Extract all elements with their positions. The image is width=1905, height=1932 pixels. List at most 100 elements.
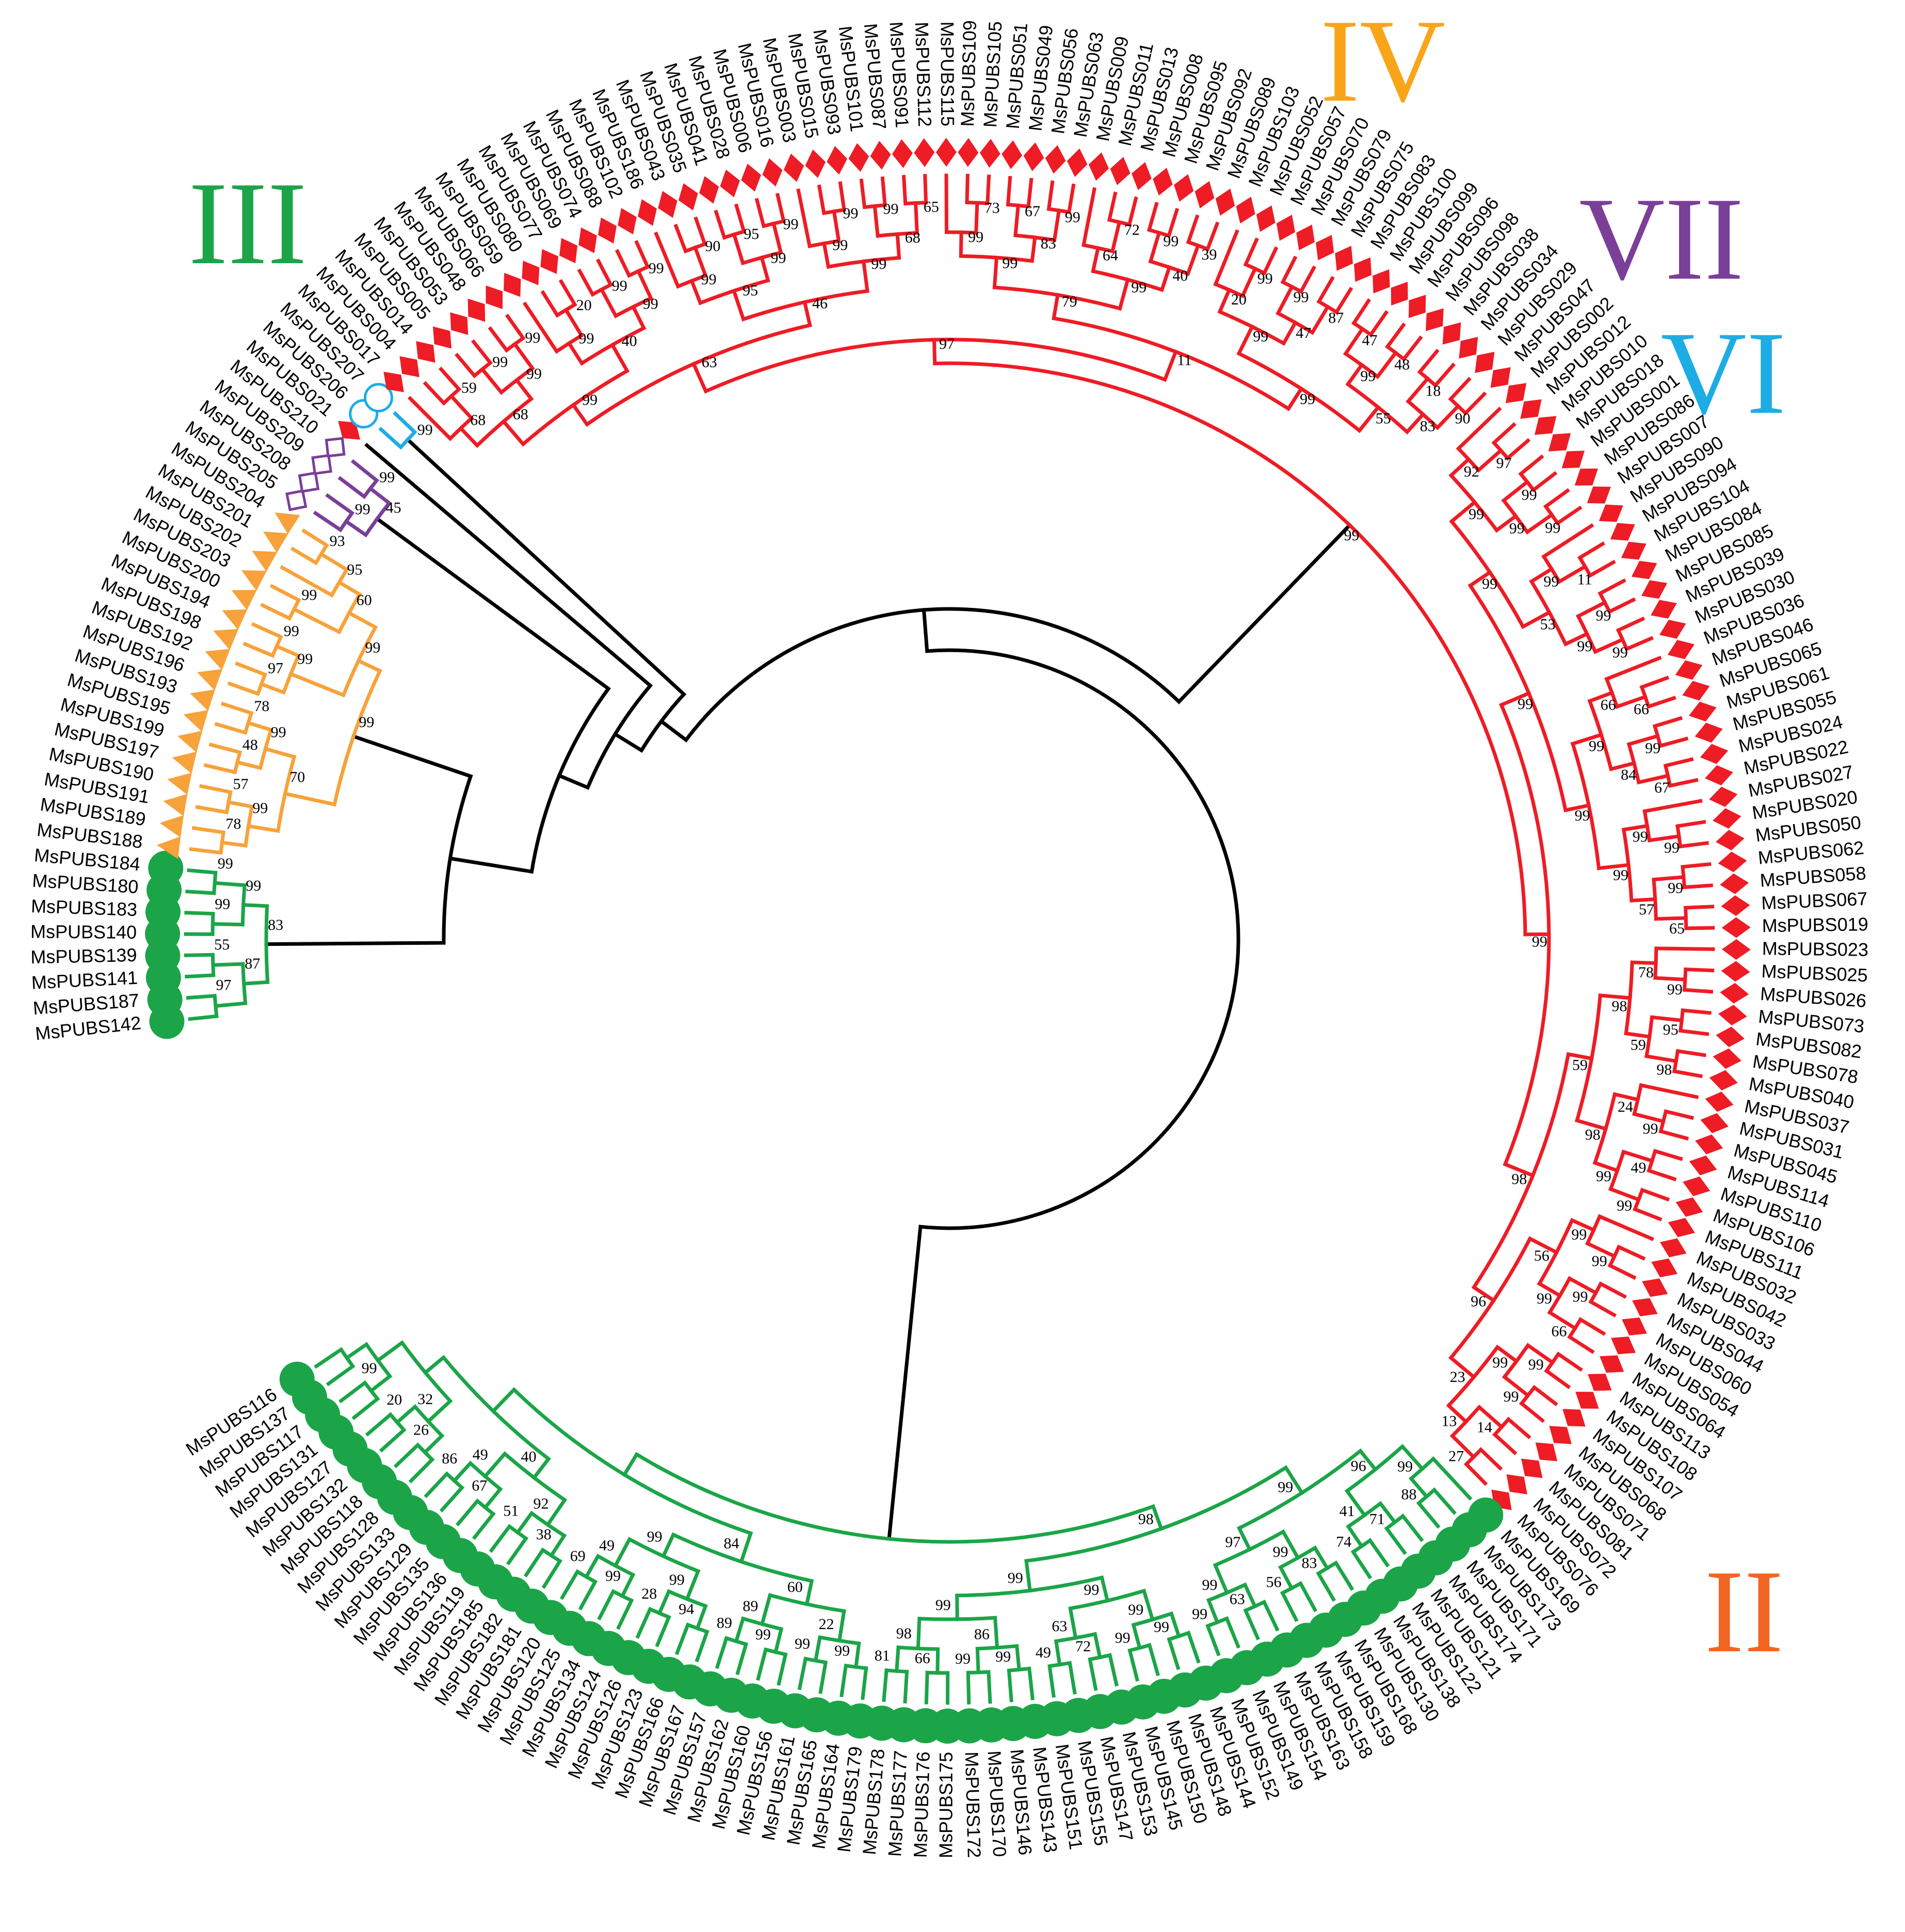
bootstrap-value: 99 bbox=[1294, 289, 1309, 306]
leaf-marker bbox=[638, 199, 657, 226]
leaf-marker bbox=[1505, 383, 1527, 404]
bootstrap-value: 99 bbox=[1509, 520, 1525, 537]
leaf-marker bbox=[1700, 744, 1729, 764]
leaf-marker bbox=[1631, 560, 1657, 579]
bootstrap-value: 99 bbox=[669, 1571, 685, 1588]
bootstrap-value: 68 bbox=[513, 406, 528, 423]
leaf-marker bbox=[958, 138, 979, 167]
bootstrap-value: 99 bbox=[284, 623, 299, 640]
leaf-label: MsPUBS109 bbox=[957, 20, 980, 127]
bootstrap-value: 55 bbox=[214, 936, 230, 953]
bootstrap-value: 95 bbox=[742, 282, 758, 299]
bootstrap-value: 11 bbox=[1177, 352, 1192, 369]
bootstrap-value: 99 bbox=[271, 724, 286, 741]
leaf-marker bbox=[1587, 486, 1611, 504]
bootstrap-value: 83 bbox=[268, 916, 283, 933]
tree-branch bbox=[1243, 237, 1279, 276]
tree-branch bbox=[597, 1589, 634, 1630]
bootstrap-value: 94 bbox=[679, 1601, 694, 1618]
leaf-marker bbox=[1668, 1218, 1695, 1237]
tree-branch bbox=[314, 1347, 356, 1387]
bootstrap-value: 99 bbox=[995, 1648, 1011, 1665]
tree-branch bbox=[1675, 819, 1709, 849]
leaf-marker bbox=[1718, 851, 1747, 873]
bootstrap-value: 99 bbox=[1192, 1606, 1207, 1623]
bootstrap-value: 59 bbox=[1572, 1057, 1588, 1074]
bootstrap-value: 99 bbox=[1571, 1226, 1587, 1243]
bootstrap-value: 98 bbox=[1656, 1061, 1672, 1078]
bootstrap-value: 99 bbox=[1300, 391, 1315, 408]
bootstrap-value: 88 bbox=[1401, 1486, 1417, 1503]
bootstrap-value: 99 bbox=[379, 469, 395, 486]
clade-label-ii: II bbox=[1704, 1545, 1783, 1677]
leaf-marker bbox=[1721, 895, 1750, 916]
tree-branch bbox=[1607, 1244, 1646, 1280]
leaf-marker bbox=[1067, 148, 1088, 177]
leaf-label: MsPUBS019 bbox=[1762, 913, 1868, 936]
tree-branch bbox=[1681, 862, 1714, 890]
bootstrap-value: 99 bbox=[871, 255, 886, 272]
tree-branches bbox=[184, 173, 1715, 1705]
leaf-marker bbox=[618, 208, 637, 235]
leaf-marker bbox=[486, 285, 503, 309]
bootstrap-value: 47 bbox=[1362, 332, 1378, 349]
tree-branch bbox=[1047, 1661, 1077, 1698]
bootstrap-value: 65 bbox=[924, 198, 939, 215]
bootstrap-value: 99 bbox=[1643, 1120, 1658, 1137]
leaf-marker bbox=[183, 710, 208, 732]
bootstrap-value: 99 bbox=[1360, 368, 1376, 385]
bootstrap-value: 99 bbox=[832, 237, 848, 254]
leaf-label: MsPUBS023 bbox=[1762, 938, 1869, 960]
leaf-marker bbox=[263, 531, 289, 553]
bootstrap-value: 99 bbox=[1131, 279, 1147, 296]
tree-branch bbox=[1588, 1281, 1627, 1318]
tree-branch bbox=[523, 1547, 563, 1589]
bootstrap-value: 90 bbox=[1455, 410, 1471, 427]
bootstrap-value: 89 bbox=[742, 1598, 758, 1615]
bootstrap-value: 22 bbox=[819, 1616, 834, 1633]
bootstrap-value: 99 bbox=[1154, 1619, 1169, 1636]
leaf-label: MsPUBS140 bbox=[30, 921, 137, 943]
leaf-marker bbox=[1548, 433, 1571, 452]
leaf-marker bbox=[399, 356, 419, 377]
tree-branch bbox=[714, 203, 747, 240]
tree-branch bbox=[195, 784, 233, 815]
leaf-marker bbox=[205, 649, 231, 670]
bootstrap-value: 99 bbox=[1202, 1576, 1218, 1593]
bootstrap-value: 53 bbox=[1540, 616, 1556, 633]
bootstrap-value: 69 bbox=[570, 1548, 586, 1565]
leaf-marker bbox=[1153, 168, 1173, 196]
leaf-marker bbox=[1651, 1258, 1678, 1278]
bootstrap-value: 98 bbox=[1511, 1171, 1527, 1188]
bootstrap-value: 99 bbox=[1002, 254, 1018, 271]
leaf-marker bbox=[1651, 600, 1677, 619]
leaf-marker bbox=[1521, 1458, 1543, 1478]
tree-backbone bbox=[658, 522, 1352, 743]
leaf-marker bbox=[1215, 188, 1235, 216]
leaf-marker bbox=[805, 149, 826, 178]
leaf-marker bbox=[148, 850, 184, 886]
bootstrap-value: 57 bbox=[233, 776, 249, 793]
leaf-marker bbox=[1641, 580, 1668, 599]
tree-branch bbox=[1642, 799, 1703, 843]
leaf-label: MsPUBS115 bbox=[937, 21, 958, 126]
tree-branch bbox=[859, 176, 887, 210]
leaf-marker bbox=[720, 169, 740, 198]
bootstrap-value: 40 bbox=[1172, 267, 1188, 284]
bootstrap-value: 99 bbox=[215, 895, 230, 912]
bootstrap-value: 83 bbox=[1302, 1555, 1317, 1572]
leaf-marker bbox=[231, 590, 257, 610]
leaf-label: MsPUBS176 bbox=[910, 1751, 934, 1858]
clade-label-vi: VI bbox=[1661, 307, 1786, 439]
leaf-marker bbox=[1236, 197, 1255, 224]
bootstrap-value: 99 bbox=[252, 800, 268, 817]
bootstrap-value: 20 bbox=[576, 297, 592, 314]
leaf-marker bbox=[279, 1361, 315, 1397]
leaf-marker bbox=[172, 751, 197, 774]
bootstrap-value: 55 bbox=[1376, 410, 1391, 427]
bootstrap-value: 97 bbox=[268, 660, 283, 677]
leaf-marker bbox=[678, 183, 698, 211]
tree-branch bbox=[1186, 214, 1220, 252]
bootstrap-value: 99 bbox=[883, 201, 899, 218]
bootstrap-value: 99 bbox=[612, 277, 627, 294]
